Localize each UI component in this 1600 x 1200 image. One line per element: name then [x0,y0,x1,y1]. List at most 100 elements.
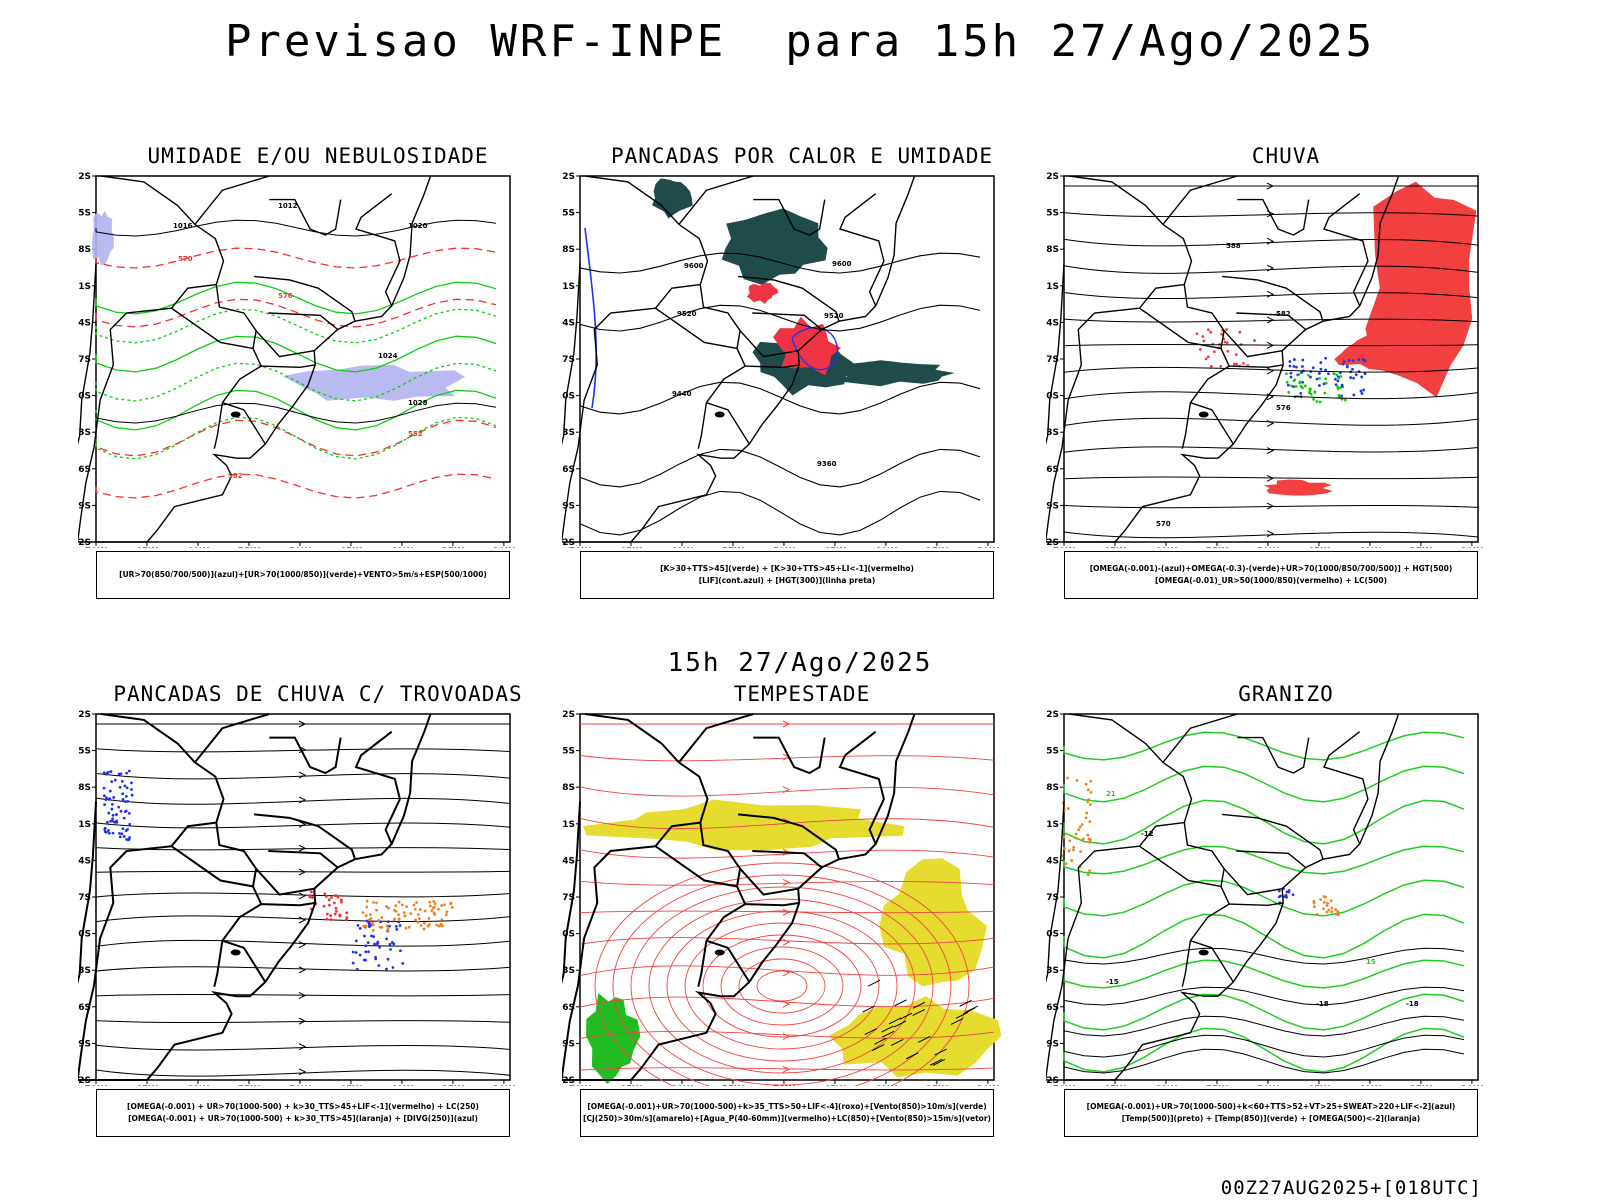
lat-tick-label: 39S [1046,501,1059,511]
lon-tick-label: 40W [391,547,414,548]
wind-vector [932,1058,946,1066]
border-line [752,312,823,331]
humidity-contour-green [95,389,497,431]
border-line [584,713,709,823]
map-tempestade: 12S15S18S21S24S27S30S33S36S39S42S70W65W6… [562,710,1002,1086]
rain-dot-red [1212,350,1216,354]
omega-dot-green [1287,390,1291,394]
thunder-dot-orange [409,912,413,915]
divg-dot-blue [367,921,371,924]
omega-dot-blue [1340,383,1344,387]
divg-dot-blue [385,967,388,971]
omega500-dot-orange [1066,776,1070,780]
divg-dot-blue [118,831,121,835]
divg-dot-blue [108,797,112,801]
lon-tick-label: 45W [1308,547,1331,548]
jet-fill-yellow [583,799,905,851]
lat-tick-label: 42S [78,538,91,548]
thunder-dot-orange [433,913,437,916]
thunder-dot-orange [371,923,375,927]
stream-arrow [298,720,307,728]
divg-dot-blue [130,788,133,791]
lon-tick-label: 30W [1461,1085,1484,1086]
thunder-dot-orange [430,909,434,913]
thunder-dot-orange [428,904,432,908]
divg-dot-blue [367,950,370,954]
omega-dot-green [1306,373,1310,377]
border-line [654,283,741,350]
lat-tick-label: 27S [78,355,91,365]
omega-dot-green [1285,380,1289,384]
border-line [753,198,826,236]
omega-dot-blue [1360,392,1364,395]
omega500-dot-orange [1326,901,1329,905]
temp500-contour [1063,986,1465,1006]
omega-dot-green [1318,376,1322,380]
omega500-dot-orange [1086,800,1090,804]
temp850-contour-green [1063,799,1465,845]
thunder-dot-red [345,911,349,915]
lat-tick-label: 42S [1046,538,1059,548]
omega500-dot-orange [1088,869,1091,873]
lc250-streamline [95,915,511,923]
omega-dot-blue [1309,375,1312,379]
border-line [194,175,270,225]
contour-label: 570 [178,255,193,263]
legend-box: [K>30+TTS>45](verde) + [K>30+TTS>45+LI<-… [580,551,994,599]
omega-dot-blue [1354,373,1358,377]
omega500-dot-orange [1075,778,1079,782]
omega500-dot-orange [1336,913,1340,917]
thunder-dot-orange [394,909,398,913]
lat-tick-label: 12S [562,172,575,182]
contour-label: 9600 [832,260,852,268]
omega-dot-blue [1351,367,1354,371]
lc850-contour-red [612,874,952,1086]
height-contour-red [95,473,497,499]
divg-dot-blue [399,949,402,953]
border-line [678,175,754,225]
contour-label: 1024 [378,352,398,360]
divg-dot-blue [376,941,380,945]
divg-dot-blue [122,816,126,820]
divg-dot-blue [351,950,355,954]
divg-dot-blue [107,811,111,815]
lon-tick-label: 70W [85,547,108,548]
omega500-dot-orange [1312,905,1316,909]
omega500-dot-orange [1081,837,1085,841]
humidity-fill-blue [282,365,466,401]
lon-tick-label: 45W [824,1085,847,1086]
divg-dot-blue [386,957,390,961]
stream-arrow [1266,530,1275,538]
omega-dot-green [1335,373,1339,377]
thunder-dot-orange [427,917,431,920]
legend-box: [OMEGA(-0.001) + UR>70(1000-500) + k>30_… [96,1089,510,1137]
omega-dot-green [1309,392,1313,396]
thunder-dot-orange [385,905,388,908]
hgt300-contour [579,252,981,274]
border-line [1223,868,1283,896]
divg-dot-blue [118,785,122,789]
border-line [838,730,885,845]
omega-dot-green [1323,391,1327,395]
hgt300-contour [579,381,981,415]
thunder-dot-orange [371,921,374,925]
legend-line: [OMEGA(-0.001)-(azul)+OMEGA(-0.3)-(verde… [1089,564,1453,573]
wind-vector [871,1044,885,1052]
lon-tick-label: 55W [238,1085,261,1086]
omega500-dot-orange [1312,899,1316,903]
lon-tick-label: 50W [1257,547,1280,548]
divg-dot-blue [128,836,131,839]
omega-dot-green [1318,400,1322,404]
divg-dot-blue [106,820,109,824]
lc850-contour-red [756,970,808,1002]
border-line [261,901,316,907]
lon-tick-label: 50W [289,547,312,548]
lc850-contour-red [720,946,844,1026]
border-line [213,940,224,987]
lat-tick-label: 18S [562,783,575,793]
border-line [222,939,267,983]
lat-tick-label: 36S [78,1003,91,1013]
divg-dot-blue [106,770,110,774]
divg-dot-blue [126,838,130,841]
omega-dot-blue [1360,375,1364,379]
